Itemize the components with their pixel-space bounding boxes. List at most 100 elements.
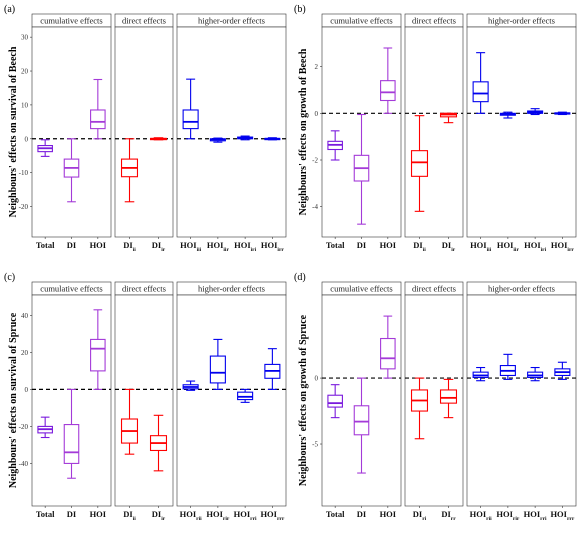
x-category-label: Total [36,240,55,250]
box-iqr [327,394,343,408]
x-category-label: DI [67,240,77,250]
box-plot [499,353,516,380]
chart-panel: (b) Neighbours' effects on growth of Beec… [294,4,577,253]
facet-plot-area [466,294,577,507]
facet-plot-area [466,26,577,238]
y-tick-label: 20 [21,349,29,357]
box-plot [37,139,53,157]
x-category-label: HOI [90,240,107,250]
box-plot [37,416,53,439]
facet-plot-area [114,294,174,507]
y-tick-label: -4 [312,203,318,211]
x-category-label: DI [67,509,77,519]
box-plot [63,388,80,479]
y-axis-title: Neighbours' effects on survival of Spruc… [8,312,19,488]
box-plot [149,137,168,141]
box-iqr [209,355,226,384]
facet-plot-area [31,26,112,238]
x-category-label: HOIrir [206,509,230,522]
box-plot [410,377,429,440]
x-category-label: HOIiii [180,240,202,253]
box-iqr [353,405,370,436]
facet-strip-label: higher-order effects [488,16,555,26]
box-plot [264,348,281,390]
y-tick-label: 0 [315,375,319,383]
y-tick-label: -40 [19,460,29,468]
x-category-label: Total [36,509,55,519]
box-plot [380,47,396,114]
box-plot [472,52,489,114]
box-plot [353,113,370,225]
box-iqr [90,338,106,372]
box-plot [237,388,254,403]
y-tick-label: 0 [25,386,29,394]
x-category-label: DIir [152,240,166,253]
box-iqr [90,109,106,130]
panel-tag: (b) [294,4,306,15]
chart-panel: (d) Neighbours' effects on growth of Spru… [294,272,577,522]
x-category-label: HOIrrr [550,509,574,522]
x-category-label: HOIiir [207,240,230,253]
x-category-label: HOIiri [524,240,547,253]
box-plot [209,338,226,390]
box-plot [439,378,458,419]
box-plot [353,377,370,474]
y-tick-label: 0 [25,135,29,143]
x-category-label: DI [357,240,367,250]
panel-tag: (c) [4,272,15,283]
box-plot [499,111,516,119]
x-category-label: HOIirr [551,240,575,253]
box-plot [182,78,199,140]
y-tick-label: 0 [315,110,319,118]
facet-strip-label: direct effects [122,16,166,26]
y-tick-label: 20 [21,68,29,76]
facet-strip-label: cumulative effects [330,16,392,26]
box-plot [439,112,458,124]
x-category-label: Total [326,509,345,519]
x-category-label: HOIrii [470,509,493,522]
box-iqr [380,80,396,102]
y-tick-label: 40 [21,312,29,320]
y-tick-label: 10 [21,101,29,109]
x-category-label: HOIrir [496,509,520,522]
facet-plot-area [176,26,287,238]
panel-tag: (a) [4,4,15,15]
box-plot [90,309,106,390]
y-tick-label: -10 [19,169,29,177]
x-category-label: Total [326,240,345,250]
facet-strip-label: direct effects [122,284,166,294]
facet-strip-label: higher-order effects [488,284,555,294]
box-iqr [63,424,80,464]
x-category-label: DIii [413,240,426,253]
x-category-label: HOIrri [524,509,547,522]
y-axis-title: Neighbours' effects on growth of Beech [298,48,309,215]
box-plot [63,138,80,203]
chart-panel: (a) Neighbours' effects on survival of Be… [4,4,287,253]
box-iqr [439,389,458,404]
y-tick-label: -20 [19,203,29,211]
box-iqr [237,391,254,401]
facet-strip-label: cumulative effects [330,284,392,294]
box-iqr [182,109,199,130]
chart-panel: (c) Neighbours' effects on survival of Sp… [4,272,287,522]
facet-strip-label: cumulative effects [40,16,102,26]
box-plot [209,137,226,143]
box-plot [237,135,254,141]
box-plot [264,137,281,141]
x-category-label: HOIrri [234,509,257,522]
box-plot [554,361,571,380]
x-category-label: DIir [152,509,166,522]
x-category-label: HOI [90,509,107,519]
panel-tag: (d) [294,272,306,283]
facet-strip-label: higher-order effects [198,16,265,26]
facet-plot-area [176,294,287,507]
box-plot [182,380,199,391]
box-plot [527,366,544,382]
y-tick-label: -20 [19,423,29,431]
box-iqr [410,150,429,177]
x-category-label: HOI [380,240,397,250]
box-plot [527,108,544,116]
box-plot [149,414,168,472]
x-category-label: HOIrii [180,509,203,522]
